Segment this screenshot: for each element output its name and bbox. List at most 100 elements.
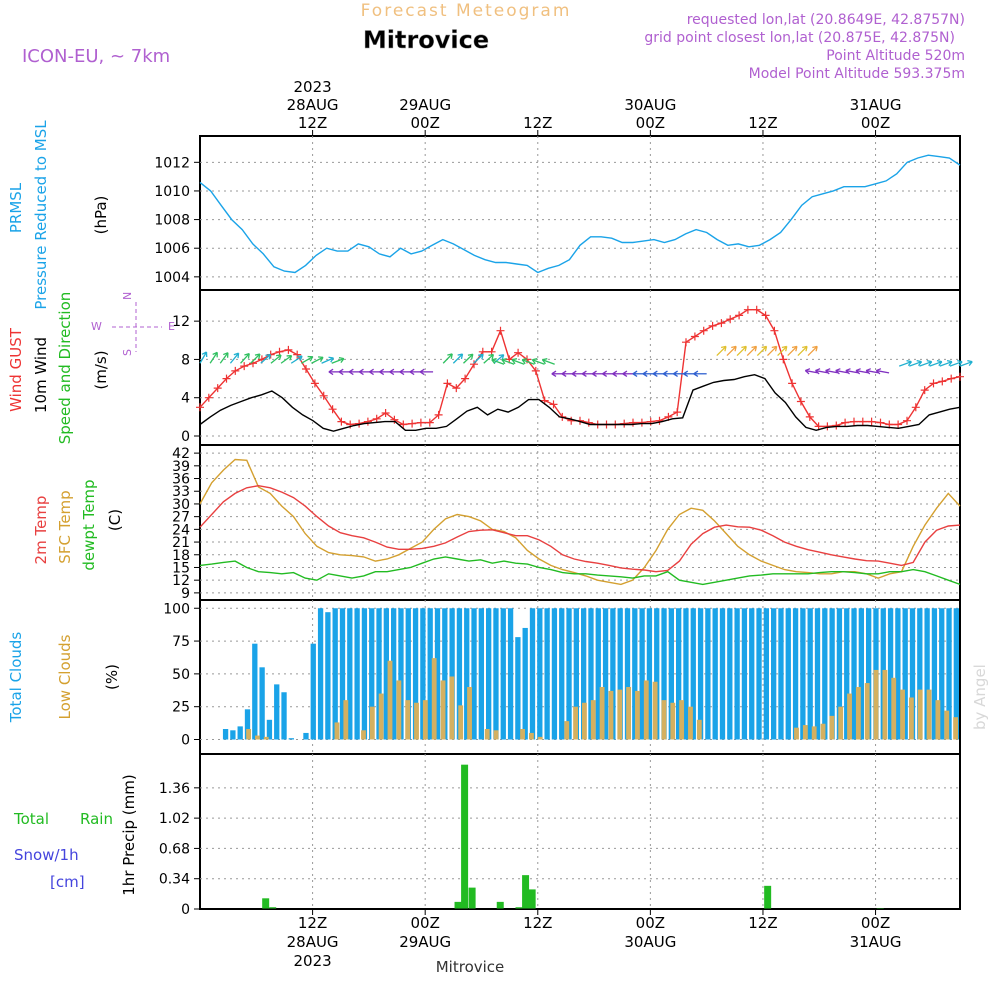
wind-direction-arrow [260,354,271,364]
gust-marker [841,418,850,427]
time-label-bottom: 29AUG [399,933,451,951]
panel-labels: PRMSL Pressure Reduced to MSL (hPa) Wind GU… [7,120,175,896]
wind-arrow-head [348,368,354,376]
total-cloud-bar [749,608,755,740]
wind-arrow-head [751,345,758,352]
gust-marker [240,362,249,371]
low-cloud-bar [652,681,658,740]
wind-arrow-head [875,368,882,375]
wind-direction-arrow [825,369,839,374]
grid-coordinates: grid point closest lon,lat (20.875E, 42.… [644,30,955,46]
total-cloud-bar [822,608,828,740]
wind-arrow-head [865,368,872,375]
y-tick-label: 42 [172,446,190,462]
wind-direction-arrow [240,353,250,364]
low-cloud-bar [643,680,649,740]
wind-arrow-head [652,370,658,378]
low-cloud-bar [590,700,596,740]
total-cloud-bar [705,608,711,740]
wind-direction-arrow [199,351,208,364]
wind-arrow-head [612,370,618,378]
y-tick-label: 24 [172,522,190,538]
gust-marker [646,417,655,426]
wind-speed-line [199,373,961,432]
precip-snow-label: Snow/1h [14,846,79,864]
precip-rain-label: Rain [80,810,113,828]
low-cloud-bar [246,729,252,740]
low-cloud-bar [917,689,923,740]
wind-arrow-head [478,353,484,360]
low-cloud-bar [617,689,623,740]
low-cloud-bar [414,702,419,740]
low-cloud-bar [369,706,375,740]
low-cloud-bar [537,736,543,740]
meteogram-subtitle: Forecast Meteogram [361,1,572,21]
time-label-bottom: 2023 [293,952,331,970]
wind-direction-arrow [321,357,334,364]
total-cloud-bar [895,608,901,740]
total-cloud-bar [661,608,667,740]
data-layer [196,154,973,910]
low-cloud-bar [847,693,852,740]
low-cloud-bar [882,669,888,740]
time-label-top: 12Z [748,114,777,132]
gust-marker [867,417,876,426]
low-cloud-bar [838,706,844,740]
wind-arrow-head [286,354,293,361]
total-cloud-bar [493,608,499,740]
time-label-top: 00Z [861,114,890,132]
wind-10m-label: 10m Wind [32,337,50,413]
wind-direction-arrow [209,352,218,364]
total-cloud-bar [756,608,762,740]
low-cloud-bar [926,689,932,740]
total-cloud-bar [478,608,484,740]
total-cloud-bar [676,608,682,740]
gust-marker [284,345,293,354]
total-cloud-bar [902,608,908,740]
gust-marker [920,386,929,395]
time-label-top: 00Z [636,114,665,132]
precip-snow-unit: [cm] [50,873,85,891]
wind-direction-arrow [501,359,515,365]
wind-direction-arrow [473,353,484,364]
gust-marker [443,379,452,388]
time-label-top: 00Z [410,114,439,132]
wind-direction-arrow [898,361,912,367]
rain-bar [515,907,523,909]
y-tick-label: 27 [172,510,190,526]
gust-marker [699,326,708,335]
total-cloud-bar [317,608,324,740]
axis-layer: 202328AUG12Z12Z28AUG202329AUG00Z00Z29AUG… [154,78,901,970]
wind-direction-arrow [511,359,525,365]
low-cloud-bar [528,732,534,740]
total-cloud-bar [800,608,806,740]
y-tick-label: 33 [172,484,190,500]
low-cloud-bar [263,736,269,740]
wind-arrow-head [223,352,229,358]
low-cloud-bar [520,729,525,740]
wind-arrow-head [622,370,628,378]
total-cloud-bar [551,608,558,740]
gust-marker [620,419,629,428]
total-cloud-bar [310,643,316,740]
wind-direction-arrow [866,369,880,374]
total-cloud-bar [829,608,835,740]
total-cloud-bar [887,608,894,740]
low-cloud-bar [864,683,870,740]
low-cloud-bar [431,658,437,740]
total-cloud-bar [624,608,631,740]
low-cloud-bar [255,735,260,740]
wind-arrow-head [338,356,345,363]
wind-direction-arrow [301,356,313,364]
time-label-bottom: 00Z [410,914,439,932]
watermark: by Angel [971,664,989,730]
gust-marker [293,350,302,359]
wind-arrow-head [741,345,747,352]
time-label-top: 30AUG [624,96,676,114]
wind-arrow-head [845,368,851,375]
wind-arrow-head [771,345,778,352]
total-cloud-bar [646,608,653,740]
low-cloud-bar [820,723,826,740]
wind-arrow-head [541,358,548,365]
wind-arrow-head [825,368,831,375]
